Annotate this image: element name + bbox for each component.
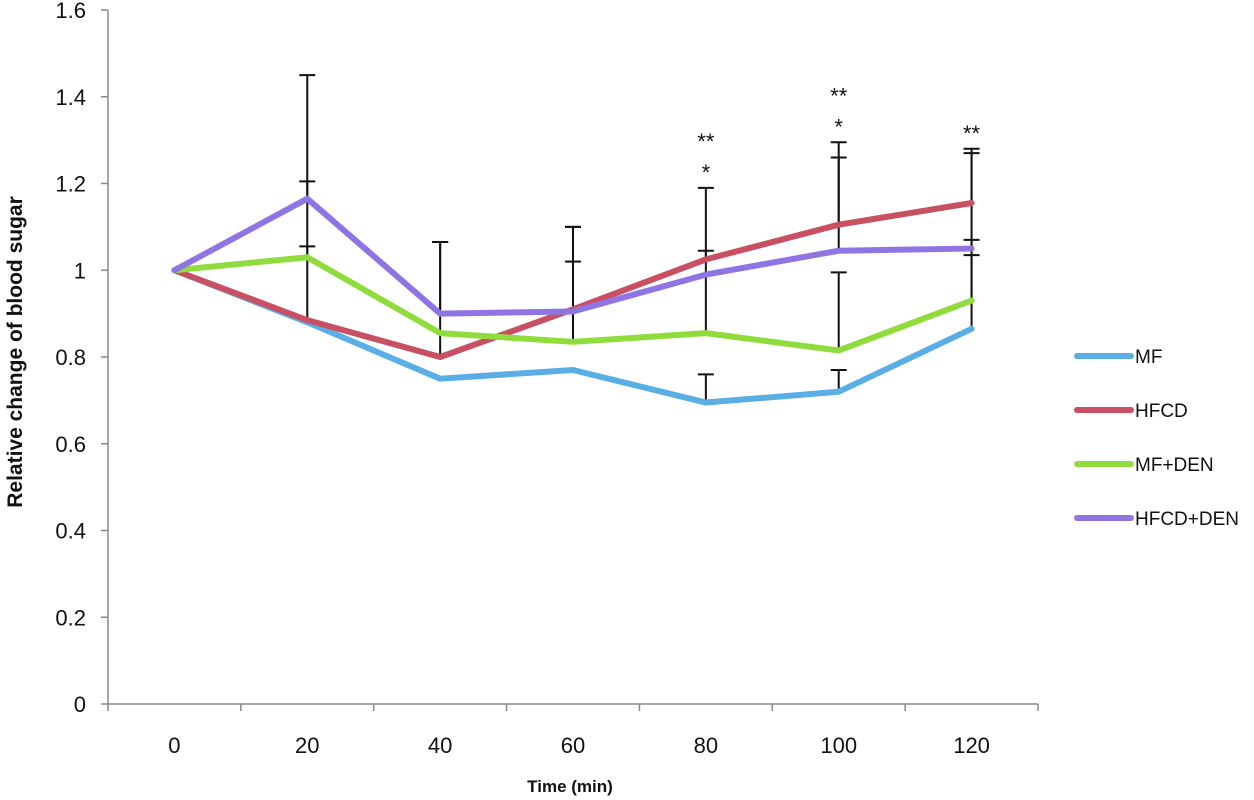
legend-label: HFCD+DEN [1135, 509, 1239, 530]
x-tick-label: 40 [428, 733, 452, 758]
legend: MF HFCD MF+DEN HFCD+DEN [1074, 347, 1239, 530]
legend-item: MF [1074, 347, 1162, 368]
error-bar [697, 186, 714, 260]
y-tick-label: 0.6 [55, 432, 86, 457]
x-tick-label: 20 [295, 733, 319, 758]
significance-marker: ** [963, 121, 981, 146]
error-bar [697, 373, 714, 403]
legend-item: HFCD+DEN [1074, 509, 1239, 530]
series-lines [171, 195, 975, 406]
significance-marker: * [702, 160, 711, 185]
y-tick-label: 0.2 [55, 605, 86, 630]
error-bar [963, 238, 980, 329]
legend-item: MF+DEN [1074, 455, 1214, 476]
y-tick-label: 0.4 [55, 519, 86, 544]
x-axis: 0 20 40 60 80 100 120 [107, 703, 1039, 758]
error-bar [565, 225, 581, 312]
error-bars [299, 74, 980, 403]
x-tick-label: 60 [561, 733, 585, 758]
x-tick-label: 0 [168, 733, 180, 758]
error-bar [697, 249, 714, 334]
series-line-mf-den [171, 254, 975, 354]
y-axis: 0 0.2 0.4 0.6 0.8 1 1.2 1.4 1.6 [55, 0, 109, 717]
legend-item: HFCD [1074, 401, 1188, 422]
series-line-hfcd-den [171, 195, 975, 317]
y-tick-label: 1 [74, 258, 86, 283]
significance-annotations: ****** ** [697, 83, 980, 185]
significance-marker: ** [697, 129, 715, 154]
error-bar [830, 271, 847, 351]
error-bar [830, 369, 847, 392]
legend-label: HFCD [1135, 401, 1188, 422]
error-bar [830, 156, 847, 251]
error-bar [432, 241, 449, 314]
legend-label: MF+DEN [1135, 455, 1214, 476]
x-tick-label: 80 [694, 733, 718, 758]
x-tick-label: 120 [953, 733, 990, 758]
error-bar [299, 180, 316, 258]
error-bar [299, 74, 316, 199]
legend-label: MF [1135, 347, 1162, 368]
y-tick-label: 1.4 [55, 85, 86, 110]
significance-marker: ** [830, 83, 848, 108]
x-axis-title: Time (min) [527, 777, 613, 796]
x-tick-label: 100 [820, 733, 857, 758]
y-tick-label: 0 [74, 692, 86, 717]
y-tick-label: 1.6 [55, 0, 86, 23]
y-tick-label: 0.8 [55, 345, 86, 370]
y-axis-title: Relative change of blood sugar [4, 196, 27, 508]
y-tick-label: 1.2 [55, 172, 86, 197]
significance-marker: * [834, 114, 843, 139]
